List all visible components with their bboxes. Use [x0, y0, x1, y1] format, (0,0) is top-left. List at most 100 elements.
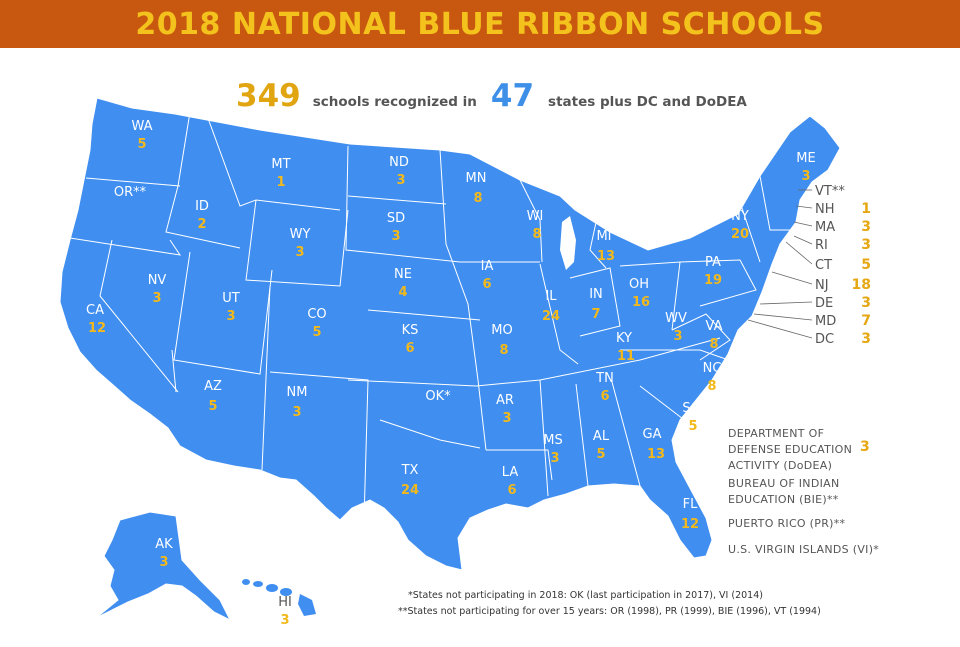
state-OH-label: OH [629, 277, 649, 292]
state-AZ-value: 5 [208, 399, 217, 414]
state-NV-label: NV [148, 273, 167, 288]
state-ME-label: ME [796, 151, 815, 166]
state-KY-label: KY [616, 331, 632, 346]
state-AK-value: 3 [159, 555, 168, 570]
state-IA-label: IA [481, 259, 494, 274]
state-TN-value: 6 [600, 389, 609, 404]
state-HI-label: HI [278, 595, 292, 610]
state-WY-label: WY [290, 227, 311, 242]
state-AZ-label: AZ [204, 379, 222, 394]
state-ME-value: 3 [801, 169, 810, 184]
summary-headline: 349 schools recognized in 47 states plus… [236, 78, 747, 118]
state-FL-label: FL [683, 497, 698, 512]
ne-RI-label: RI [815, 238, 828, 253]
ne-NH-value: 1 [861, 201, 871, 217]
ne-NJ-value: 18 [852, 277, 871, 293]
pr-label: PUERTO RICO (PR)** [728, 517, 846, 530]
state-KY-value: 11 [617, 349, 635, 364]
footnote-2: **States not participating for over 15 y… [398, 606, 821, 617]
state-HI-value: 3 [280, 613, 289, 628]
ne-RI-value: 3 [861, 237, 871, 253]
state-IA-value: 6 [482, 277, 491, 292]
headline-text-2: states plus DC and DoDEA [548, 94, 747, 110]
state-AL-label: AL [593, 429, 610, 444]
dodea-line-2: DEFENSE EDUCATION [728, 443, 853, 456]
state-SC-value: 5 [688, 419, 697, 434]
state-WI-label: WI [527, 209, 544, 224]
state-SC-label: SC [682, 401, 699, 416]
ne-MA-label: MA [815, 220, 835, 235]
state-KS-label: KS [402, 323, 419, 338]
state-WV-label: WV [665, 311, 687, 326]
state-IL-value: 24 [542, 309, 560, 324]
great-lakes [560, 216, 576, 270]
state-AL-value: 5 [596, 447, 605, 462]
ne-DC-label: DC [815, 332, 834, 347]
state-CO-label: CO [307, 307, 326, 322]
state-LA-value: 6 [507, 483, 516, 498]
northeast-leader-lines [747, 189, 813, 339]
state-NY-value: 20 [731, 227, 749, 242]
state-TX-value: 24 [401, 483, 419, 498]
state-VA-value: 8 [709, 337, 718, 352]
state-UT-label: UT [222, 291, 240, 306]
state-borders [69, 109, 800, 521]
state-ID-value: 2 [197, 217, 206, 232]
ne-DE-label: DE [815, 296, 833, 311]
state-WA-label: WA [131, 119, 152, 134]
state-KS-value: 6 [405, 341, 414, 356]
state-NM-value: 3 [292, 405, 301, 420]
alaska-shape [95, 511, 232, 622]
state-NE-label: NE [394, 267, 412, 282]
state-NE-value: 4 [398, 285, 407, 300]
state-IL-label: IL [545, 289, 557, 304]
state-IN-value: 7 [591, 307, 600, 322]
state-OK-label: OK* [425, 389, 451, 404]
state-MI-label: MI [596, 229, 611, 244]
contiguous-us-shape [59, 97, 841, 571]
total-states: 47 [490, 78, 535, 114]
total-schools: 349 [236, 78, 301, 114]
ne-CT-value: 5 [861, 257, 871, 273]
dodea-line-3: ACTIVITY (DoDEA) [728, 459, 833, 472]
state-NC-value: 8 [707, 379, 716, 394]
ne-NH-label: NH [815, 202, 835, 217]
dodea-value: 3 [860, 439, 870, 455]
state-PA-value: 19 [704, 273, 722, 288]
vi-label: U.S. VIRGIN ISLANDS (VI)* [728, 543, 880, 556]
state-OH-value: 16 [632, 295, 650, 310]
state-ND-value: 3 [396, 173, 405, 188]
state-ND-label: ND [389, 155, 409, 170]
state-MS-value: 3 [550, 451, 559, 466]
ne-MA-value: 3 [861, 219, 871, 235]
state-WI-value: 8 [532, 227, 541, 242]
footnote-1: *States not participating in 2018: OK (l… [408, 590, 763, 601]
ne-MD-label: MD [815, 314, 836, 329]
state-CO-value: 5 [312, 325, 321, 340]
state-GA-label: GA [643, 427, 662, 442]
state-PA-label: PA [705, 255, 721, 270]
state-AK-label: AK [155, 537, 173, 552]
state-CA-label: CA [86, 303, 104, 318]
state-GA-value: 13 [647, 447, 665, 462]
state-TN-label: TN [595, 371, 614, 386]
state-MO-value: 8 [499, 343, 508, 358]
hawaii-shape [242, 579, 316, 616]
state-MS-label: MS [543, 433, 562, 448]
ne-VT-label: VT** [815, 184, 845, 199]
state-WV-value: 3 [673, 329, 682, 344]
state-NY-label: NY [731, 209, 749, 224]
state-MO-label: MO [491, 323, 512, 338]
page-title: 2018 NATIONAL BLUE RIBBON SCHOOLS [135, 6, 825, 42]
state-ID-label: ID [195, 199, 209, 214]
ne-NJ-label: NJ [815, 278, 829, 293]
ne-DE-value: 3 [861, 295, 871, 311]
title-banner: 2018 NATIONAL BLUE RIBBON SCHOOLS [0, 0, 960, 48]
state-NC-label: NC [703, 361, 722, 376]
dodea-line-1: DEPARTMENT OF [728, 427, 825, 440]
state-TX-label: TX [401, 463, 419, 478]
state-SD-value: 3 [391, 229, 400, 244]
state-NM-label: NM [287, 385, 308, 400]
state-MT-label: MT [271, 157, 290, 172]
bie-line-1: BUREAU OF INDIAN [728, 477, 840, 490]
